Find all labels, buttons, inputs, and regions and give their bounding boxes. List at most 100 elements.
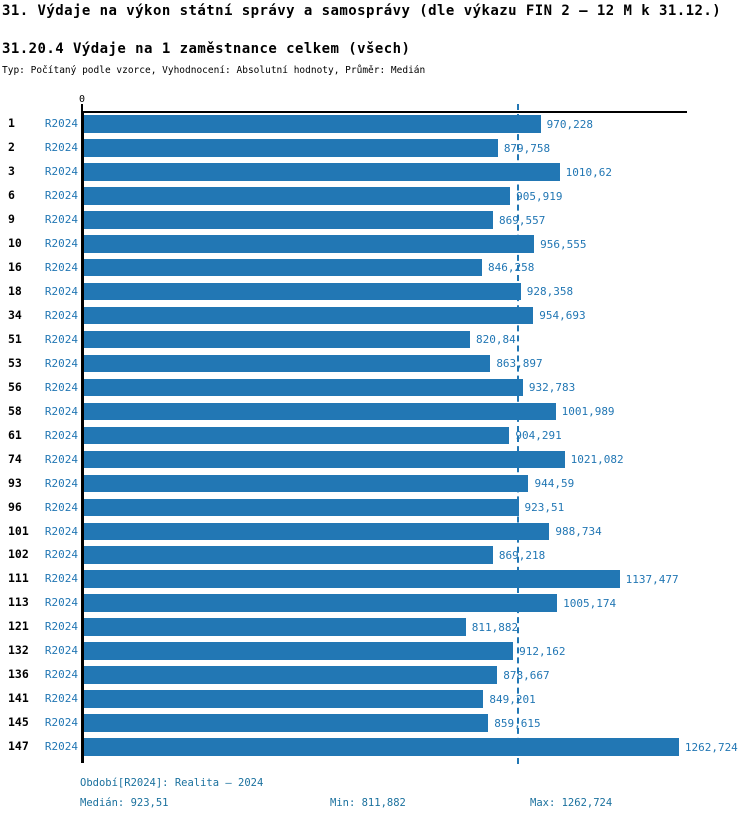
value-bar <box>83 235 535 253</box>
value-bar <box>83 163 560 181</box>
row-series-label: R2024 <box>44 740 78 754</box>
row-category-label: 9 <box>8 212 15 227</box>
value-bar <box>83 330 470 349</box>
row-series-label: R2024 <box>44 141 78 155</box>
chart-row: 1 R2024 970,228 <box>0 115 750 133</box>
bar-value-label: 956,555 <box>540 237 587 251</box>
row-category-label: 51 <box>8 331 22 346</box>
min-stat: Min: 811,882 <box>330 797 406 809</box>
row-series-label: R2024 <box>44 237 78 250</box>
chart-row: 102 R2024 869,218 <box>0 546 750 564</box>
bar-value-label: 849,201 <box>489 692 536 706</box>
row-category-label: 145 <box>8 715 29 730</box>
row-series-label: R2024 <box>44 644 78 658</box>
bar-value-label: 869,557 <box>498 213 546 227</box>
row-category-label: 58 <box>8 403 22 418</box>
row-series-label: R2024 <box>44 428 78 442</box>
chart-row: 145 R2024 859,615 <box>0 714 750 732</box>
chart-row: 132 R2024 912,162 <box>0 642 750 660</box>
indicator-meta: Typ: Počítaný podle vzorce, Vyhodnocení:… <box>2 65 426 76</box>
chart-row: 96 R2024 923,51 <box>0 498 750 517</box>
bar-value-label: 928,358 <box>526 285 574 299</box>
bar-value-label: 1010,62 <box>565 165 613 179</box>
bar-value-label: 954,693 <box>539 309 586 323</box>
row-category-label: 2 <box>8 140 15 155</box>
bar-value-label: 863,897 <box>496 357 543 371</box>
row-category-label: 10 <box>8 236 22 250</box>
chart-row: 136 R2024 878,667 <box>0 666 750 684</box>
row-category-label: 141 <box>8 691 29 706</box>
value-bar <box>83 258 482 277</box>
value-bar <box>83 690 484 708</box>
bar-value-label: 846,258 <box>487 261 535 275</box>
row-category-label: 56 <box>8 379 22 394</box>
bar-value-label: 1137,477 <box>625 572 679 586</box>
row-series-label: R2024 <box>44 117 78 131</box>
chart-row: 53 R2024 863,897 <box>0 354 750 373</box>
row-category-label: 121 <box>8 619 29 634</box>
bar-value-label: 1005,174 <box>563 596 617 610</box>
row-series-label: R2024 <box>44 548 78 562</box>
row-category-label: 3 <box>8 164 15 179</box>
bar-value-label: 932,783 <box>528 381 576 395</box>
row-series-label: R2024 <box>44 332 78 346</box>
chart-row: 58 R2024 1001,989 <box>0 402 750 421</box>
chart-row: 10 R2024 956,555 <box>0 235 750 253</box>
value-bar <box>83 618 466 636</box>
row-series-label: R2024 <box>44 308 78 322</box>
chart-row: 147 R2024 1262,724 <box>0 738 750 756</box>
value-bar <box>83 714 489 732</box>
x-axis-zero-label: 0 <box>78 94 86 105</box>
row-category-label: 6 <box>8 188 15 203</box>
bar-value-label: 859,615 <box>494 716 541 730</box>
row-series-label: R2024 <box>44 572 78 586</box>
value-bar <box>83 402 556 421</box>
chart-row: 111 R2024 1137,477 <box>0 570 750 588</box>
chart-row: 51 R2024 820,84 <box>0 330 750 349</box>
row-series-label: R2024 <box>44 620 78 634</box>
row-series-label: R2024 <box>44 189 78 203</box>
row-series-label: R2024 <box>44 668 78 682</box>
row-category-label: 113 <box>8 595 29 610</box>
indicator-title: 31.20.4 Výdaje na 1 zaměstnance celkem (… <box>2 41 411 57</box>
row-category-label: 93 <box>8 475 22 490</box>
row-series-label: R2024 <box>44 716 78 730</box>
bar-value-label: 879,758 <box>503 141 551 155</box>
period-label: Období[R2024]: Realita – 2024 <box>80 777 264 789</box>
bar-value-label: 912,162 <box>519 644 566 658</box>
max-stat: Max: 1262,724 <box>530 797 613 809</box>
row-category-label: 132 <box>8 643 29 658</box>
chart-row: 3 R2024 1010,62 <box>0 163 750 181</box>
row-category-label: 1 <box>8 116 15 131</box>
row-series-label: R2024 <box>44 476 78 490</box>
median-stat: Medián: 923,51 <box>80 797 169 809</box>
value-bar <box>83 378 523 397</box>
chart-row: 121 R2024 811,882 <box>0 618 750 636</box>
value-bar <box>83 738 679 756</box>
row-category-label: 111 <box>8 571 29 586</box>
row-category-label: 18 <box>8 283 22 298</box>
x-axis-zero-tick <box>81 104 83 112</box>
value-bar <box>83 498 519 517</box>
bar-value-label: 869,218 <box>498 548 546 562</box>
row-series-label: R2024 <box>44 404 78 418</box>
row-category-label: 96 <box>8 499 22 514</box>
y-axis-line <box>81 111 84 763</box>
chart-row: 18 R2024 928,358 <box>0 282 750 301</box>
chart-row: 101 R2024 988,734 <box>0 522 750 541</box>
chart-row: 6 R2024 905,919 <box>0 187 750 205</box>
bar-value-label: 1001,989 <box>561 405 615 419</box>
chart-row: 61 R2024 904,291 <box>0 426 750 445</box>
row-category-label: 61 <box>8 427 22 442</box>
bar-value-label: 904,291 <box>515 429 562 443</box>
row-series-label: R2024 <box>44 356 78 370</box>
row-series-label: R2024 <box>44 692 78 706</box>
bar-value-label: 820,84 <box>475 333 516 347</box>
row-category-label: 53 <box>8 355 22 370</box>
bar-value-label: 811,882 <box>471 620 519 634</box>
chart-row: 93 R2024 944,59 <box>0 474 750 493</box>
value-bar <box>83 282 521 301</box>
row-series-label: R2024 <box>44 596 78 610</box>
